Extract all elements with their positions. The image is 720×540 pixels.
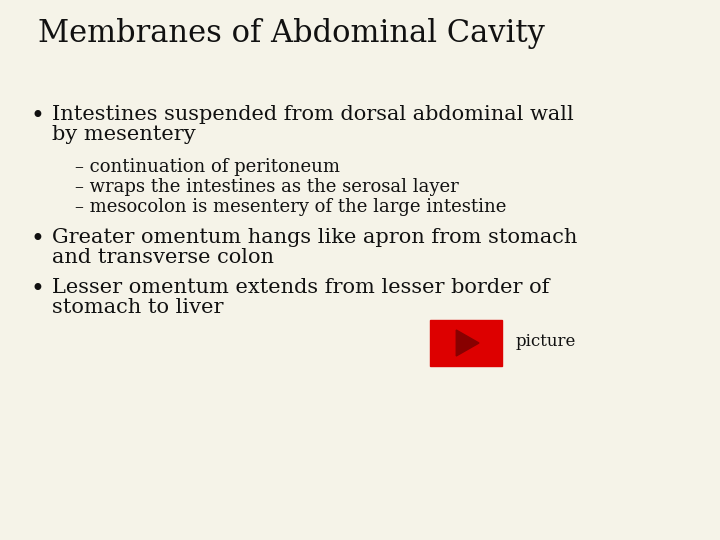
Bar xyxy=(430,320,502,366)
Text: Membranes of Abdominal Cavity: Membranes of Abdominal Cavity xyxy=(38,18,545,49)
Text: •: • xyxy=(30,278,44,301)
Text: •: • xyxy=(30,105,44,128)
Text: •: • xyxy=(30,228,44,251)
Polygon shape xyxy=(456,330,479,356)
Text: stomach to liver: stomach to liver xyxy=(52,298,223,317)
Text: – mesocolon is mesentery of the large intestine: – mesocolon is mesentery of the large in… xyxy=(75,198,506,216)
Text: Greater omentum hangs like apron from stomach: Greater omentum hangs like apron from st… xyxy=(52,228,577,247)
Text: Intestines suspended from dorsal abdominal wall: Intestines suspended from dorsal abdomin… xyxy=(52,105,574,124)
Text: Lesser omentum extends from lesser border of: Lesser omentum extends from lesser borde… xyxy=(52,278,549,297)
Text: by mesentery: by mesentery xyxy=(52,125,196,144)
Text: picture: picture xyxy=(516,333,577,349)
Text: – continuation of peritoneum: – continuation of peritoneum xyxy=(75,158,340,176)
Text: and transverse colon: and transverse colon xyxy=(52,248,274,267)
Text: – wraps the intestines as the serosal layer: – wraps the intestines as the serosal la… xyxy=(75,178,459,196)
